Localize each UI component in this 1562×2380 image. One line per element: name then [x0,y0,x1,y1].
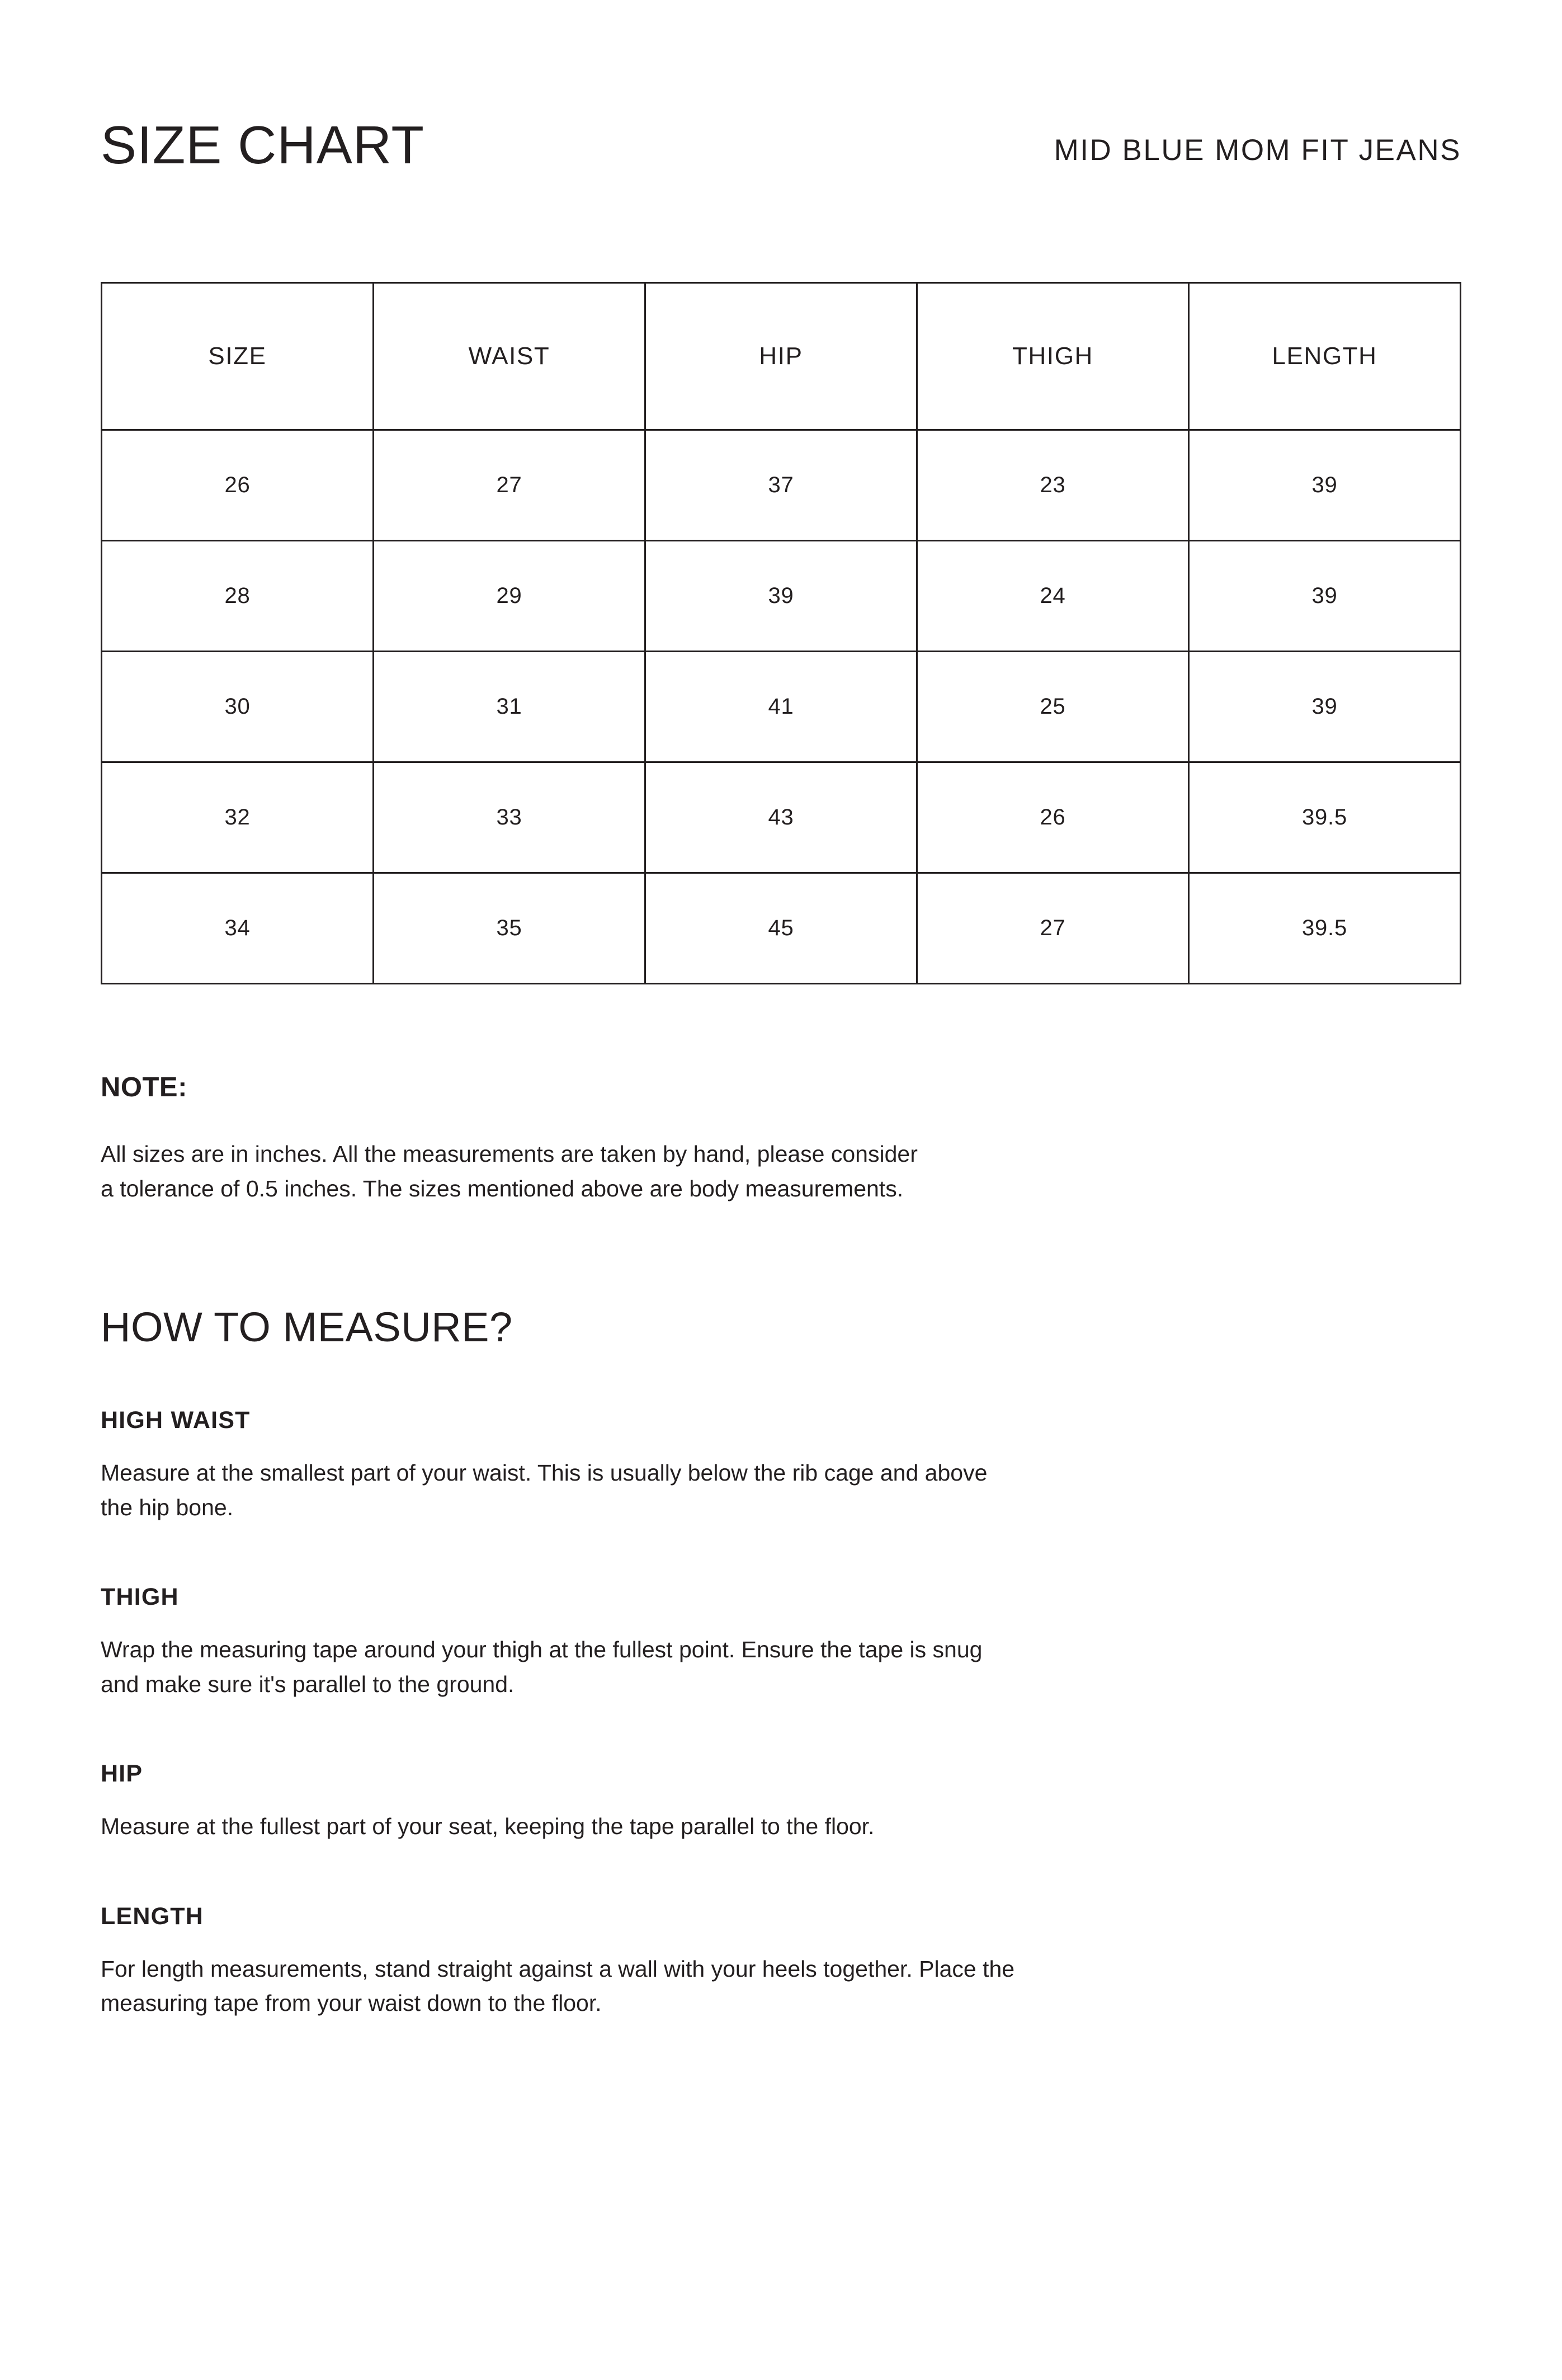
measure-item-title-hip: HIP [101,1760,143,1787]
table-header-row: SIZE WAIST HIP THIGH LENGTH [101,282,1461,431]
measure-line-1: For length measurements, stand straight … [101,1955,1015,1982]
measure-item-title-high-waist: HIGH WAIST [101,1407,251,1434]
cell-waist: 29 [372,540,646,652]
note-body: All sizes are in inches. All the measure… [101,1137,1359,1206]
measure-item-thigh: THIGH Wrap the measuring tape around you… [101,1585,1461,1702]
column-header-waist: WAIST [372,282,646,431]
measure-item-high-waist: HIGH WAIST Measure at the smallest part … [101,1408,1461,1525]
how-to-measure-title: HOW TO MEASURE? [101,1304,513,1350]
product-name: MID BLUE MOM FIT JEANS [1054,134,1461,167]
table-row: 26 27 37 23 39 [101,429,1461,541]
size-table-body: 26 27 37 23 39 28 29 39 24 39 30 31 41 [101,429,1461,984]
how-to-measure-section: HOW TO MEASURE? HIGH WAIST Measure at th… [101,1307,1461,2021]
cell-waist: 33 [372,761,646,874]
measure-line-2: the hip bone. [101,1494,234,1520]
cell-size: 26 [101,429,374,541]
cell-length: 39.5 [1188,761,1461,874]
cell-thigh: 24 [916,540,1190,652]
cell-hip: 45 [644,872,918,984]
size-table: SIZE WAIST HIP THIGH LENGTH 26 27 37 23 … [101,282,1461,984]
cell-hip: 43 [644,761,918,874]
column-header-hip: HIP [644,282,918,431]
cell-thigh: 25 [916,651,1190,763]
measure-line-1: Measure at the fullest part of your seat… [101,1813,875,1839]
measure-line-2: and make sure it's parallel to the groun… [101,1671,515,1697]
measure-item-hip: HIP Measure at the fullest part of your … [101,1762,1461,1844]
measure-item-body-high-waist: Measure at the smallest part of your wai… [101,1456,1432,1525]
page-title: SIZE CHART [101,115,424,175]
cell-size: 28 [101,540,374,652]
table-row: 32 33 43 26 39.5 [101,761,1461,874]
column-header-size: SIZE [101,282,374,431]
cell-length: 39 [1188,651,1461,763]
page-header: SIZE CHART MID BLUE MOM FIT JEANS [101,0,1461,172]
cell-hip: 41 [644,651,918,763]
note-section: NOTE: All sizes are in inches. All the m… [101,1074,1461,1206]
measure-line-1: Measure at the smallest part of your wai… [101,1460,988,1486]
measure-item-body-hip: Measure at the fullest part of your seat… [101,1809,1432,1844]
cell-length: 39 [1188,429,1461,541]
note-heading: NOTE: [101,1072,187,1102]
cell-size: 32 [101,761,374,874]
measure-item-title-length: LENGTH [101,1902,204,1930]
cell-thigh: 26 [916,761,1190,874]
size-table-container: SIZE WAIST HIP THIGH LENGTH 26 27 37 23 … [101,282,1461,984]
cell-waist: 35 [372,872,646,984]
cell-waist: 31 [372,651,646,763]
note-line-1: All sizes are in inches. All the measure… [101,1141,918,1167]
cell-size: 30 [101,651,374,763]
cell-length: 39.5 [1188,872,1461,984]
measure-line-2: measuring tape from your waist down to t… [101,1990,602,2016]
measure-item-length: LENGTH For length measurements, stand st… [101,1902,1461,2021]
cell-hip: 37 [644,429,918,541]
measure-line-1: Wrap the measuring tape around your thig… [101,1637,983,1662]
column-header-length: LENGTH [1188,282,1461,431]
table-row: 34 35 45 27 39.5 [101,872,1461,984]
cell-thigh: 23 [916,429,1190,541]
note-line-2: a tolerance of 0.5 inches. The sizes men… [101,1175,904,1201]
measure-item-body-thigh: Wrap the measuring tape around your thig… [101,1633,1432,1702]
measure-item-body-length: For length measurements, stand straight … [101,1952,1432,2021]
cell-hip: 39 [644,540,918,652]
cell-length: 39 [1188,540,1461,652]
cell-thigh: 27 [916,872,1190,984]
table-row: 28 29 39 24 39 [101,540,1461,652]
measure-item-title-thigh: THIGH [101,1583,179,1610]
cell-size: 34 [101,872,374,984]
column-header-thigh: THIGH [916,282,1190,431]
table-row: 30 31 41 25 39 [101,651,1461,763]
cell-waist: 27 [372,429,646,541]
size-table-head: SIZE WAIST HIP THIGH LENGTH [101,282,1461,431]
